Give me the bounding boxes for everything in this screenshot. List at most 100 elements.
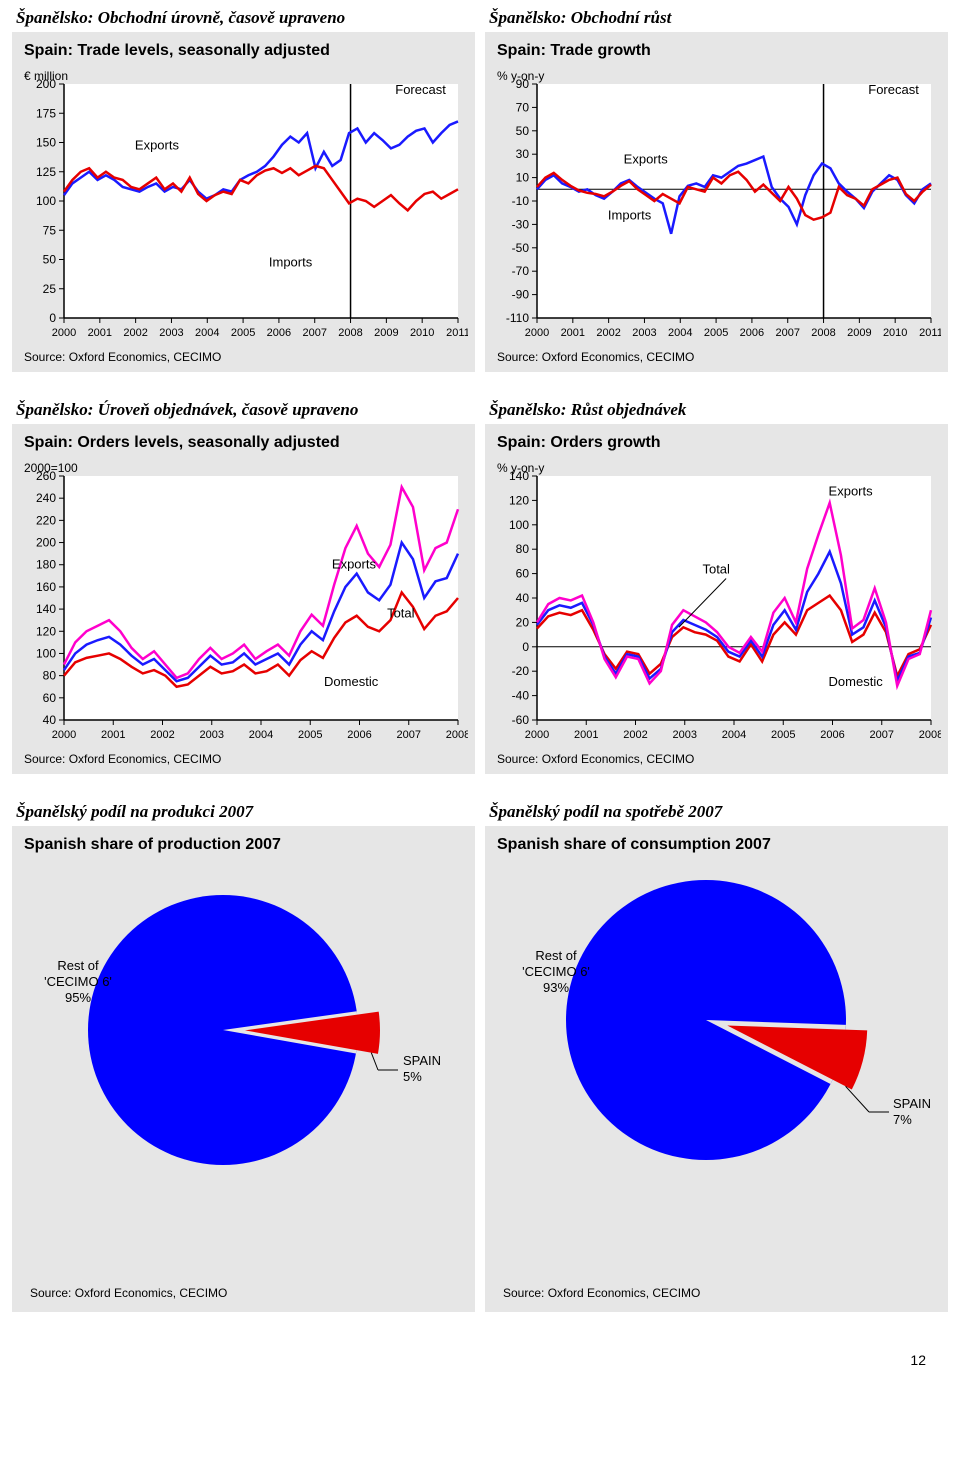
- svg-text:SPAIN: SPAIN: [403, 1053, 441, 1068]
- caption-chart4: Španělsko: Růst objednávek: [489, 400, 948, 420]
- pie2-title: Spanish share of consumption 2007: [497, 836, 942, 854]
- chart1-svg: 0255075100125150175200200020012002200320…: [18, 66, 468, 346]
- chart1-source: Source: Oxford Economics, CECIMO: [24, 350, 469, 364]
- svg-text:Forecast: Forecast: [395, 82, 446, 97]
- svg-text:SPAIN: SPAIN: [893, 1096, 931, 1111]
- svg-text:220: 220: [36, 513, 56, 527]
- svg-text:Imports: Imports: [608, 208, 652, 223]
- svg-text:-40: -40: [512, 689, 530, 703]
- svg-text:'CECIMO 6': 'CECIMO 6': [44, 974, 112, 989]
- svg-text:Domestic: Domestic: [829, 674, 884, 689]
- svg-text:40: 40: [43, 713, 57, 727]
- svg-text:2001: 2001: [561, 327, 585, 339]
- svg-text:-90: -90: [512, 288, 530, 302]
- svg-text:10: 10: [516, 171, 530, 185]
- svg-text:60: 60: [43, 691, 57, 705]
- svg-text:-110: -110: [506, 311, 529, 325]
- chart1-box: Spain: Trade levels, seasonally adjusted…: [12, 32, 475, 372]
- svg-text:2011: 2011: [919, 327, 941, 339]
- svg-text:-30: -30: [512, 217, 530, 231]
- svg-text:160: 160: [36, 580, 56, 594]
- svg-text:2010: 2010: [883, 327, 907, 339]
- svg-text:-10: -10: [512, 194, 530, 208]
- svg-text:200: 200: [36, 536, 56, 550]
- svg-text:95%: 95%: [65, 990, 91, 1005]
- chart1-title: Spain: Trade levels, seasonally adjusted: [24, 42, 469, 60]
- pie1-source: Source: Oxford Economics, CECIMO: [30, 1286, 227, 1300]
- chart3-box: Spain: Orders levels, seasonally adjuste…: [12, 424, 475, 774]
- svg-text:2002: 2002: [123, 327, 147, 339]
- svg-text:Total: Total: [702, 562, 730, 577]
- svg-text:0: 0: [49, 311, 56, 325]
- chart4-source: Source: Oxford Economics, CECIMO: [497, 752, 942, 766]
- svg-text:2011: 2011: [446, 327, 468, 339]
- svg-text:2007: 2007: [397, 729, 421, 741]
- svg-text:Exports: Exports: [135, 138, 180, 153]
- svg-text:-60: -60: [512, 713, 530, 727]
- svg-text:€ million: € million: [24, 69, 68, 83]
- svg-text:40: 40: [516, 591, 530, 605]
- svg-text:'CECIMO 6': 'CECIMO 6': [522, 964, 590, 979]
- svg-text:2003: 2003: [159, 327, 183, 339]
- svg-text:Forecast: Forecast: [868, 82, 919, 97]
- caption-chart3: Španělsko: Úroveň objednávek, časově upr…: [16, 400, 475, 420]
- svg-text:Exports: Exports: [332, 557, 377, 572]
- svg-text:70: 70: [516, 100, 530, 114]
- svg-text:100: 100: [36, 646, 56, 660]
- svg-text:20: 20: [516, 615, 530, 629]
- chart4-box: Spain: Orders growth -60-40-200204060801…: [485, 424, 948, 774]
- pie2-svg: Rest of'CECIMO 6'93%SPAIN7%: [491, 860, 941, 1180]
- svg-text:2007: 2007: [870, 729, 894, 741]
- svg-text:75: 75: [43, 223, 57, 237]
- svg-text:7%: 7%: [893, 1112, 912, 1127]
- pie1-box: Spanish share of production 2007 Rest of…: [12, 826, 475, 1312]
- svg-text:2007: 2007: [302, 327, 326, 339]
- svg-text:175: 175: [36, 106, 56, 120]
- chart4-svg: -60-40-200204060801001201402000200120022…: [491, 458, 941, 748]
- svg-text:100: 100: [509, 518, 529, 532]
- svg-text:2000: 2000: [525, 327, 549, 339]
- svg-text:-70: -70: [512, 264, 530, 278]
- svg-text:-20: -20: [512, 664, 530, 678]
- svg-text:2003: 2003: [632, 327, 656, 339]
- svg-text:% y-on-y: % y-on-y: [497, 461, 544, 475]
- svg-text:2006: 2006: [267, 327, 291, 339]
- caption-pie1: Španělský podíl na produkci 2007: [16, 802, 475, 822]
- svg-text:240: 240: [36, 491, 56, 505]
- chart2-title: Spain: Trade growth: [497, 42, 942, 60]
- svg-text:Rest of: Rest of: [57, 958, 99, 973]
- chart3-source: Source: Oxford Economics, CECIMO: [24, 752, 469, 766]
- chart4-title: Spain: Orders growth: [497, 434, 942, 452]
- svg-text:150: 150: [36, 136, 56, 150]
- svg-text:2001: 2001: [88, 327, 112, 339]
- svg-text:2009: 2009: [374, 327, 398, 339]
- svg-text:2005: 2005: [298, 729, 322, 741]
- svg-text:80: 80: [516, 542, 530, 556]
- svg-text:2000=100: 2000=100: [24, 461, 78, 475]
- svg-text:5%: 5%: [403, 1069, 422, 1084]
- svg-text:25: 25: [43, 282, 57, 296]
- caption-pie2: Španělský podíl na spotřebě 2007: [489, 802, 948, 822]
- svg-text:-50: -50: [512, 241, 530, 255]
- svg-text:% y-on-y: % y-on-y: [497, 69, 544, 83]
- svg-text:2001: 2001: [101, 729, 125, 741]
- svg-text:Domestic: Domestic: [324, 674, 379, 689]
- page-number: 12: [12, 1340, 948, 1368]
- chart2-box: Spain: Trade growth -110 -90 -70 -50 -30 -10 1…: [485, 32, 948, 372]
- svg-text:140: 140: [36, 602, 56, 616]
- svg-text:2002: 2002: [150, 729, 174, 741]
- svg-text:2008: 2008: [811, 327, 835, 339]
- svg-text:2003: 2003: [200, 729, 224, 741]
- svg-text:93%: 93%: [543, 980, 569, 995]
- svg-text:2005: 2005: [704, 327, 728, 339]
- svg-text:2004: 2004: [249, 729, 273, 741]
- svg-text:100: 100: [36, 194, 56, 208]
- svg-text:2000: 2000: [525, 729, 549, 741]
- svg-text:180: 180: [36, 558, 56, 572]
- svg-text:2008: 2008: [338, 327, 362, 339]
- chart2-source: Source: Oxford Economics, CECIMO: [497, 350, 942, 364]
- svg-text:2008: 2008: [919, 729, 941, 741]
- svg-text:Imports: Imports: [269, 255, 313, 270]
- svg-text:2000: 2000: [52, 327, 76, 339]
- svg-text:120: 120: [36, 624, 56, 638]
